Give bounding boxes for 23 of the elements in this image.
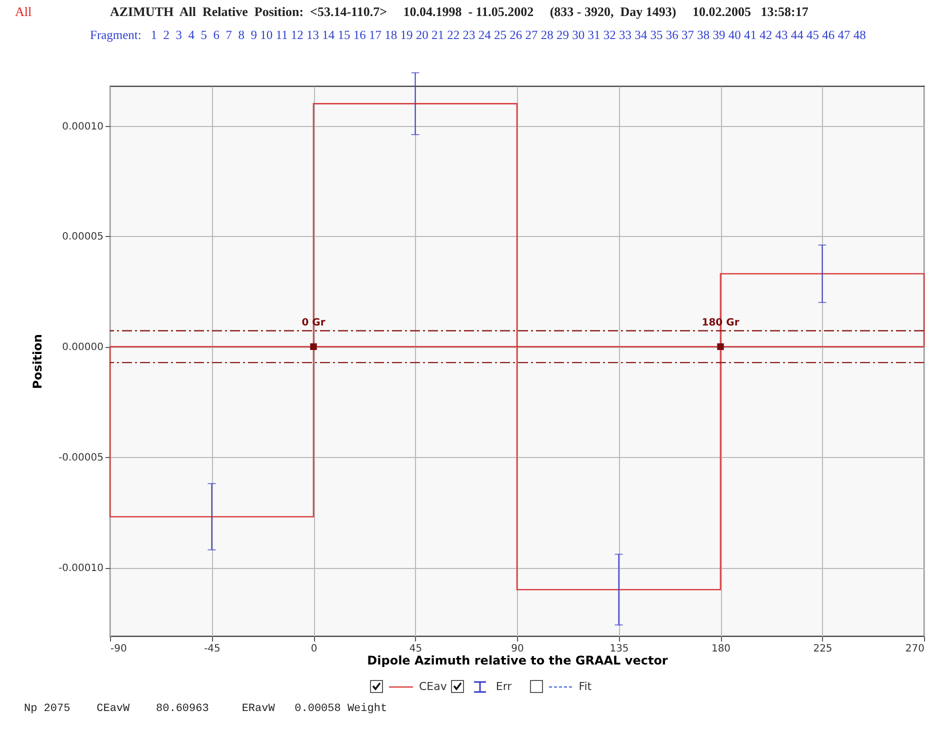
x-tick-label: 0: [310, 644, 318, 654]
x-tick-label: -45: [204, 644, 220, 654]
y-tick-label: 0.00000: [62, 342, 104, 354]
y-tick-label: -0.00005: [58, 452, 104, 464]
x-axis-title: Dipole Azimuth relative to the GRAAL vector: [367, 654, 668, 668]
y-tick-label: -0.00010: [58, 563, 104, 574]
chart-subtitle: Fragment: 1 2 3 4 5 6 7 8 9 10 11 12 13 14 15 16 17 18 19 20 21 22 23 24 25 26 27 28 29 30 31 32 33 34 35 36 37 38 39 40 41 42 43 44 45 46 47 48: [90, 28, 866, 43]
y-tick-label: 0.00005: [62, 232, 104, 243]
x-tick-label: 45: [409, 644, 422, 654]
text: Np 2075 CEavW 80.60963 ERavW 0.00058 Weight: [24, 703, 388, 715]
y-axis-title: Position: [30, 334, 45, 389]
chart-title: AZIMUTH All Relative Position: <53.14-110.7> 10.04.1998 - 11.05.2002 (833 - 3920, Day 1493) 10.02.2005 13:58:17: [110, 4, 808, 20]
text: All: [15, 4, 32, 20]
text: Err: [496, 680, 512, 693]
x-tick-label: 180: [711, 644, 731, 654]
y-tick-label: 0.00010: [62, 121, 104, 132]
x-tick-label: 225: [813, 644, 832, 654]
legend-label: CEav: [419, 680, 447, 693]
x-tick-label: 270: [905, 644, 924, 654]
text: Fit: [578, 680, 592, 693]
x-tick-label: -90: [110, 644, 127, 654]
x-tick-label: 90: [511, 644, 524, 654]
x-tick-label: 135: [610, 644, 629, 654]
